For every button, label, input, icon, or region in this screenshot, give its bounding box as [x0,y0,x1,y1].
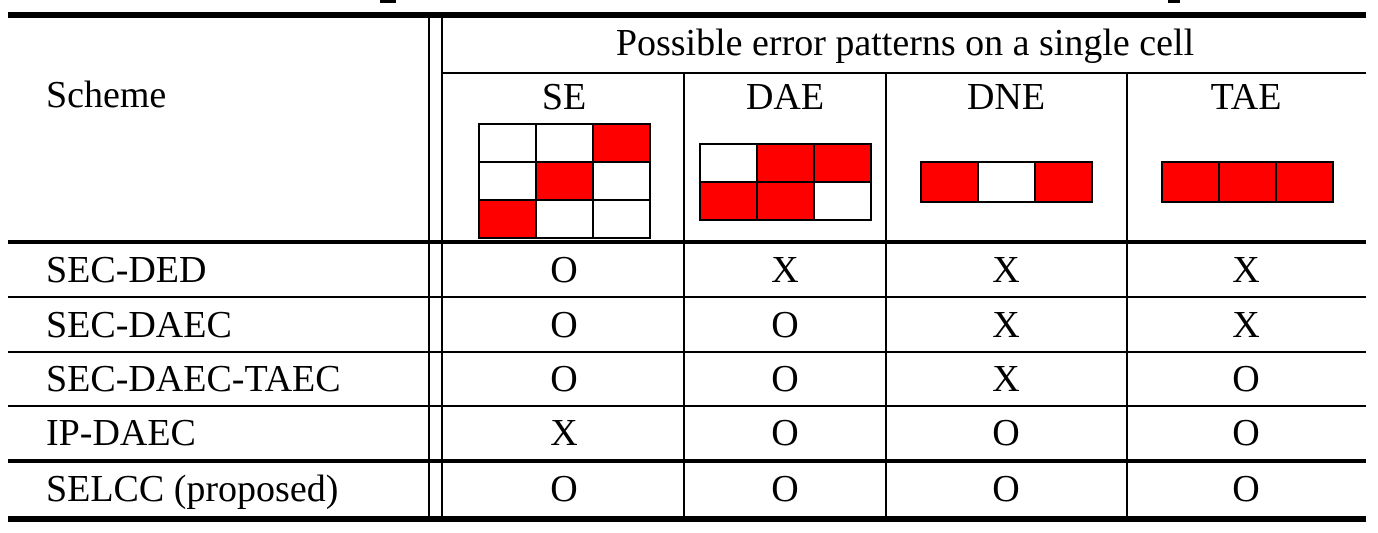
column-header-tae: TAE [1210,76,1282,118]
support-dae: O [771,304,799,346]
support-tae: O [1232,358,1260,400]
scheme-header: Scheme [46,74,167,116]
support-dne: X [992,249,1020,291]
top-rule [8,12,1366,18]
support-tae: X [1232,304,1260,346]
support-dne: O [992,412,1020,454]
ok-bit-cell [478,123,537,163]
error-bit-cell [1218,161,1277,203]
error-bit-cell [592,123,651,163]
top-fragment-left [380,0,396,3]
col-divider-1 [683,74,685,516]
support-tae: O [1232,412,1260,454]
group-header-rule [443,72,1366,74]
error-bit-cell [756,181,815,221]
support-dne: O [992,468,1020,510]
dne-pattern-grid [920,161,1093,203]
scheme-name: IP-DAEC [46,412,196,454]
se-pattern-grid [478,123,651,239]
support-dae: O [771,412,799,454]
error-bit-cell [1275,161,1334,203]
ok-bit-cell [699,143,758,183]
support-dae: X [771,249,799,291]
ok-bit-cell [535,199,594,239]
scheme-name: SEC-DAEC-TAEC [46,358,341,400]
bottom-rule [8,516,1366,522]
row-rule-4 [8,459,1366,463]
scheme-name: SEC-DAEC [46,304,232,346]
error-bit-cell [1161,161,1220,203]
support-dae: O [771,358,799,400]
col-divider-2 [885,74,887,516]
support-se: O [550,468,578,510]
row-rule-1 [8,296,1366,298]
header-rule [8,240,1366,244]
column-header-dae: DAE [745,76,825,118]
scheme-divider-b [441,18,443,516]
error-bit-cell [699,181,758,221]
support-dae: O [771,468,799,510]
scheme-divider-a [428,18,430,516]
top-fragment-right [1168,0,1180,3]
scheme-name: SEC-DED [46,249,207,291]
ok-bit-cell [977,161,1036,203]
row-rule-3 [8,405,1366,407]
support-se: X [550,412,578,454]
row-rule-2 [8,351,1366,353]
col-divider-3 [1126,74,1128,516]
support-tae: X [1232,249,1260,291]
scheme-name: SELCC (proposed) [46,468,339,510]
error-bit-cell [535,161,594,201]
ok-bit-cell [535,123,594,163]
error-bit-cell [478,199,537,239]
support-se: O [550,304,578,346]
ok-bit-cell [478,161,537,201]
dae-pattern-grid [699,143,872,221]
ok-bit-cell [813,181,872,221]
group-header: Possible error patterns on a single cell [615,22,1195,64]
tae-pattern-grid [1161,161,1334,203]
error-bit-cell [756,143,815,183]
column-header-dne: DNE [966,76,1046,118]
support-dne: X [992,358,1020,400]
ok-bit-cell [592,199,651,239]
support-se: O [550,249,578,291]
support-tae: O [1232,468,1260,510]
error-bit-cell [813,143,872,183]
error-bit-cell [920,161,979,203]
support-dne: X [992,304,1020,346]
error-bit-cell [1034,161,1093,203]
support-se: O [550,358,578,400]
ok-bit-cell [592,161,651,201]
column-header-se: SE [541,76,587,118]
